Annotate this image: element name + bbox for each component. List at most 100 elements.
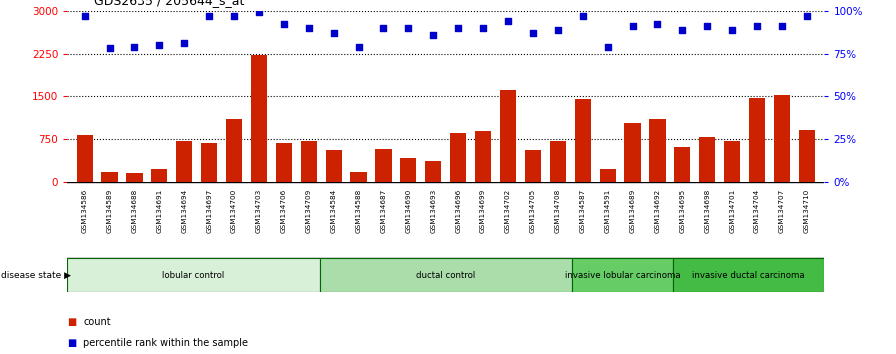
Point xyxy=(351,44,366,50)
Bar xyxy=(67,258,320,292)
Text: GSM134702: GSM134702 xyxy=(505,188,511,233)
Text: GSM134709: GSM134709 xyxy=(306,188,312,233)
Text: GSM134687: GSM134687 xyxy=(381,188,386,233)
Text: GSM134704: GSM134704 xyxy=(754,188,760,233)
Bar xyxy=(101,172,117,182)
Text: GSM134694: GSM134694 xyxy=(181,188,187,233)
Point xyxy=(77,13,91,19)
Text: GSM134701: GSM134701 xyxy=(729,188,736,233)
Bar xyxy=(500,90,516,182)
Bar xyxy=(625,123,641,182)
Bar xyxy=(251,55,267,182)
Point xyxy=(725,27,739,32)
Text: disease state ▶: disease state ▶ xyxy=(1,271,71,280)
Bar xyxy=(574,99,590,182)
Bar xyxy=(774,95,790,182)
Bar xyxy=(426,161,442,182)
Point xyxy=(600,44,615,50)
Bar xyxy=(325,150,341,182)
Bar xyxy=(675,147,691,182)
Text: GSM134707: GSM134707 xyxy=(779,188,785,233)
Text: ductal control: ductal control xyxy=(416,271,476,280)
Bar xyxy=(201,143,217,182)
Point xyxy=(551,27,565,32)
Bar xyxy=(151,169,168,182)
Bar xyxy=(276,143,292,182)
Point xyxy=(625,23,640,29)
Bar xyxy=(301,141,317,182)
Point xyxy=(775,23,789,29)
Text: GSM134708: GSM134708 xyxy=(555,188,561,233)
Text: invasive lobular carcinoma: invasive lobular carcinoma xyxy=(564,271,680,280)
Text: GSM134710: GSM134710 xyxy=(804,188,810,233)
Text: GDS2635 / 205644_s_at: GDS2635 / 205644_s_at xyxy=(94,0,245,7)
Text: count: count xyxy=(83,317,111,327)
Bar xyxy=(126,173,142,182)
Text: GSM134688: GSM134688 xyxy=(132,188,137,233)
Point xyxy=(476,25,490,31)
Text: ■: ■ xyxy=(67,317,76,327)
Point xyxy=(650,22,665,27)
Bar xyxy=(375,149,392,182)
Text: GSM134699: GSM134699 xyxy=(480,188,487,233)
Text: GSM134700: GSM134700 xyxy=(231,188,237,233)
Point xyxy=(376,25,391,31)
Point xyxy=(401,25,416,31)
Text: invasive ductal carcinoma: invasive ductal carcinoma xyxy=(693,271,805,280)
Bar xyxy=(749,98,765,182)
Bar xyxy=(525,150,541,182)
Point xyxy=(127,44,142,50)
Bar xyxy=(799,130,815,182)
Text: GSM134587: GSM134587 xyxy=(580,188,586,233)
Point xyxy=(177,40,192,46)
Point xyxy=(700,23,714,29)
Bar xyxy=(320,258,572,292)
Text: lobular control: lobular control xyxy=(162,271,225,280)
Point xyxy=(277,22,291,27)
Text: GSM134584: GSM134584 xyxy=(331,188,337,233)
Text: GSM134695: GSM134695 xyxy=(679,188,685,233)
Point xyxy=(302,25,316,31)
Point xyxy=(227,13,241,19)
Point xyxy=(501,18,515,24)
Bar xyxy=(450,132,466,182)
Bar xyxy=(76,135,92,182)
Text: GSM134591: GSM134591 xyxy=(605,188,611,233)
Point xyxy=(575,13,590,19)
Text: GSM134692: GSM134692 xyxy=(654,188,660,233)
Point xyxy=(202,13,216,19)
Point xyxy=(102,46,116,51)
Bar xyxy=(724,141,740,182)
Bar xyxy=(475,131,491,182)
Text: GSM134589: GSM134589 xyxy=(107,188,113,233)
Bar xyxy=(699,137,715,182)
Text: GSM134693: GSM134693 xyxy=(430,188,436,233)
Point xyxy=(152,42,167,48)
Text: GSM134586: GSM134586 xyxy=(82,188,88,233)
Bar xyxy=(572,258,673,292)
Point xyxy=(526,30,540,36)
Text: GSM134697: GSM134697 xyxy=(206,188,212,233)
Bar xyxy=(673,258,824,292)
Text: GSM134705: GSM134705 xyxy=(530,188,536,233)
Point xyxy=(750,23,764,29)
Text: GSM134588: GSM134588 xyxy=(356,188,362,233)
Point xyxy=(676,27,690,32)
Bar xyxy=(650,119,666,182)
Text: GSM134698: GSM134698 xyxy=(704,188,711,233)
Bar xyxy=(350,172,366,182)
Point xyxy=(451,25,465,31)
Bar xyxy=(599,169,616,182)
Text: GSM134703: GSM134703 xyxy=(256,188,262,233)
Point xyxy=(326,30,340,36)
Bar xyxy=(401,158,417,182)
Text: GSM134696: GSM134696 xyxy=(455,188,461,233)
Text: ■: ■ xyxy=(67,338,76,348)
Bar xyxy=(226,119,242,182)
Text: percentile rank within the sample: percentile rank within the sample xyxy=(83,338,248,348)
Text: GSM134690: GSM134690 xyxy=(405,188,411,233)
Point xyxy=(426,32,441,38)
Text: GSM134691: GSM134691 xyxy=(156,188,162,233)
Point xyxy=(252,10,266,15)
Text: GSM134706: GSM134706 xyxy=(280,188,287,233)
